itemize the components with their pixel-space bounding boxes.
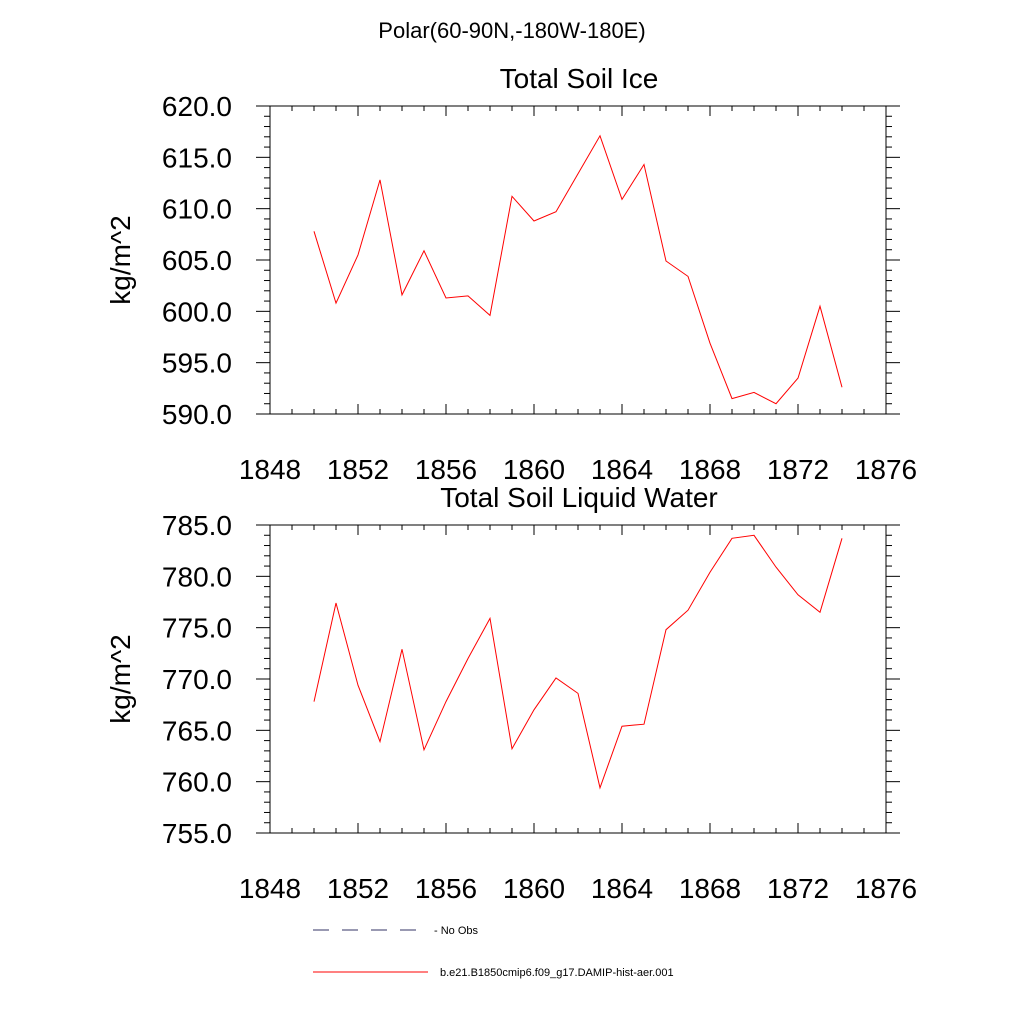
x-tick-label: 1856	[415, 873, 477, 904]
x-tick-label: 1868	[679, 873, 741, 904]
y-tick-label: 595.0	[162, 348, 232, 379]
chart-title: Total Soil Ice	[500, 63, 659, 94]
x-tick-label: 1872	[767, 454, 829, 485]
x-tick-label: 1876	[855, 454, 917, 485]
y-tick-label: 780.0	[162, 561, 232, 592]
x-tick-label: 1848	[239, 454, 301, 485]
x-tick-label: 1872	[767, 873, 829, 904]
plot-frame	[269, 524, 887, 834]
y-tick-label: 590.0	[162, 399, 232, 430]
y-axis-label: kg/m^2	[105, 634, 136, 723]
x-tick-label: 1868	[679, 454, 741, 485]
y-tick-label: 755.0	[162, 818, 232, 849]
chart-title: Total Soil Liquid Water	[440, 482, 718, 513]
y-axis-label: kg/m^2	[105, 215, 136, 304]
y-tick-label: 610.0	[162, 194, 232, 225]
legend: - No Obs b.e21.B1850cmip6.f09_g17.DAMIP-…	[313, 925, 674, 979]
x-tick-label: 1848	[239, 873, 301, 904]
y-tick-label: 620.0	[162, 91, 232, 122]
x-tick-label: 1876	[855, 873, 917, 904]
legend-label-no-obs: - No Obs	[434, 925, 479, 937]
y-tick-label: 605.0	[162, 245, 232, 276]
y-tick-label: 765.0	[162, 715, 232, 746]
x-tick-label: 1856	[415, 454, 477, 485]
x-tick-label: 1852	[327, 454, 389, 485]
chart-total-soil-liquid-water: 1848 1852 1856 1860 1864 1868 1872 1876 755.0 760…	[105, 482, 917, 904]
y-tick-label: 600.0	[162, 296, 232, 327]
series-line	[313, 534, 843, 790]
y-tick-label: 770.0	[162, 664, 232, 695]
plot-frame	[269, 105, 887, 415]
legend-label-model-run: b.e21.B1850cmip6.f09_g17.DAMIP-hist-aer.…	[440, 967, 674, 979]
x-tick-label: 1852	[327, 873, 389, 904]
x-tick-label: 1864	[591, 873, 653, 904]
y-tick-label: 785.0	[162, 510, 232, 541]
y-tick-label: 775.0	[162, 613, 232, 644]
figure-title: Polar(60-90N,-180W-180E)	[378, 18, 646, 43]
x-tick-label: 1860	[503, 454, 565, 485]
y-tick-label: 615.0	[162, 142, 232, 173]
series-line	[313, 134, 843, 405]
x-tick-label: 1864	[591, 454, 653, 485]
x-tick-label: 1860	[503, 873, 565, 904]
chart-total-soil-ice: 1848 1852 1856 1860 1864 1868 1872 1876 590.0 595…	[105, 63, 917, 485]
y-tick-label: 760.0	[162, 767, 232, 798]
